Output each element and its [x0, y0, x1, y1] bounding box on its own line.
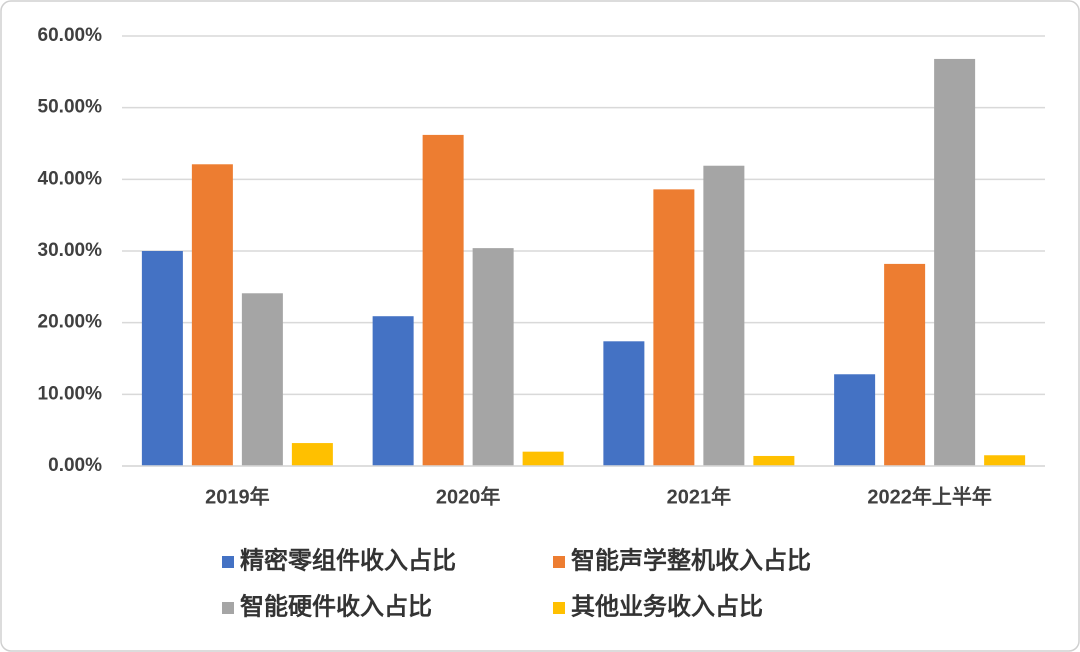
bar — [472, 248, 514, 466]
y-tick-label: 50.00% — [38, 97, 103, 118]
bar — [834, 374, 876, 466]
x-tick-label: 2022年上半年 — [867, 484, 992, 508]
bar — [372, 316, 414, 466]
legend-label: 其他业务收入占比 — [571, 592, 763, 620]
bar — [291, 443, 333, 466]
x-tick-label: 2021年 — [667, 484, 732, 508]
bar — [934, 58, 976, 466]
legend-swatch — [553, 602, 565, 614]
y-tick-label: 40.00% — [38, 168, 103, 189]
bar — [703, 165, 745, 466]
bar — [141, 251, 183, 466]
bar — [241, 293, 283, 466]
y-tick-label: 30.00% — [38, 240, 103, 261]
y-tick-label: 10.00% — [38, 383, 103, 404]
bar — [522, 451, 564, 466]
x-tick-label: 2020年 — [436, 484, 501, 508]
bar — [753, 455, 795, 466]
bar — [884, 263, 926, 466]
legend-swatch — [553, 556, 565, 568]
legend-swatch — [222, 602, 234, 614]
legend-label: 精密零组件收入占比 — [240, 546, 456, 574]
bar — [984, 455, 1026, 466]
bar — [191, 164, 233, 467]
legend-label: 智能声学整机收入占比 — [571, 546, 811, 574]
y-tick-label: 60.00% — [38, 25, 103, 46]
legend-label: 智能硬件收入占比 — [240, 592, 432, 620]
bar — [603, 341, 645, 466]
y-tick-label: 0.00% — [48, 455, 102, 476]
bar — [653, 189, 695, 466]
bar — [422, 134, 464, 466]
y-tick-label: 20.00% — [38, 312, 103, 333]
x-tick-label: 2019年 — [205, 484, 270, 508]
legend-swatch — [222, 556, 234, 568]
